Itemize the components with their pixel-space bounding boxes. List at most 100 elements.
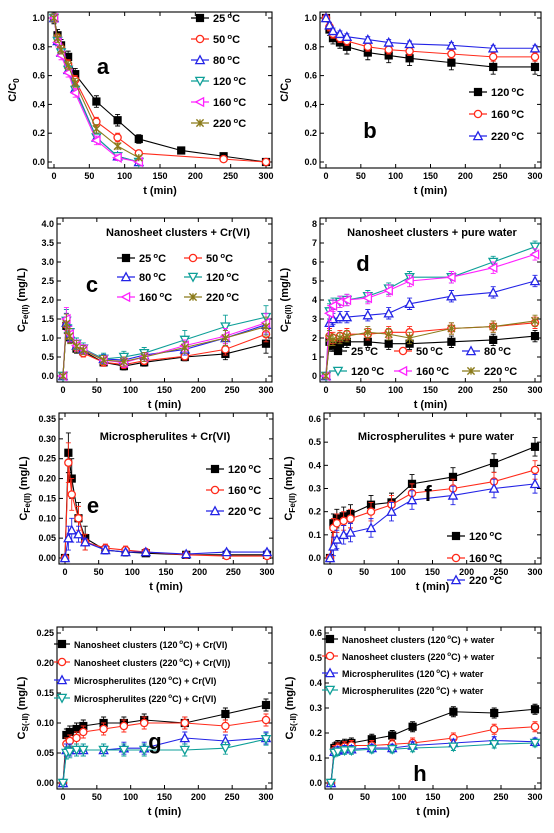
legend-label: 160 oC — [469, 551, 502, 565]
x-tick-label: 150 — [157, 385, 172, 395]
legend: 25 oC 50 oC 80 oC 120 oC 160 oC 220 oC — [191, 11, 246, 130]
data-point — [71, 745, 82, 756]
x-tick-label: 50 — [92, 385, 102, 395]
data-point — [383, 307, 394, 318]
y-tick-label: 0.0 — [309, 778, 322, 788]
legend-label: 160 oC — [416, 364, 449, 378]
legend-label: Microspherulites (220 oC) + Cr(VI) — [74, 693, 216, 704]
x-tick-label: 300 — [527, 792, 542, 802]
data-point — [332, 519, 342, 528]
y-tick-label: 0.20 — [38, 474, 56, 484]
series-2 — [324, 474, 541, 563]
data-point — [530, 52, 540, 62]
x-tick-label: 300 — [527, 171, 542, 181]
legend: 25 oC 50 oC 80 oC 120 oC 160 oC 220 oC — [117, 251, 239, 304]
data-point — [384, 330, 393, 339]
data-point — [447, 337, 456, 346]
panel-h: 0 50 100 150 200 250 300 0.0 0.1 0.2 0.3 0.4 0.5 0.6 t… — [309, 626, 543, 818]
legend-marker — [187, 272, 199, 283]
y-axis-label: CS(-II) (mg/L) — [16, 676, 30, 739]
data-point — [62, 319, 71, 328]
legend-marker — [473, 109, 483, 119]
data-point — [530, 722, 540, 732]
x-tick-label: 150 — [425, 567, 440, 577]
series-line — [62, 323, 267, 377]
x-axis-label: t (min) — [143, 185, 177, 197]
data-point — [59, 552, 71, 563]
data-point — [79, 536, 91, 547]
y-axis-label: CFe(II) (mg/L) — [279, 268, 293, 333]
data-point — [384, 339, 393, 348]
data-point — [113, 133, 122, 142]
x-tick-label: 200 — [459, 792, 474, 802]
data-point — [530, 442, 540, 451]
y-tick-label: 0.00 — [38, 553, 56, 563]
data-point — [328, 540, 339, 551]
series-0 — [58, 317, 271, 381]
data-point — [324, 19, 335, 30]
data-point — [530, 316, 540, 325]
y-tick-label: 0.6 — [304, 71, 317, 81]
data-point — [490, 708, 499, 718]
data-point — [487, 286, 499, 297]
series-line — [330, 708, 536, 784]
panel-g: 0 50 100 150 200 250 300 0.00 0.05 0.10 0.15 0.20 0.… — [36, 626, 274, 818]
panel-d: 0 50 100 150 200 250 300 0 1 2 3 4 5 6 7 8 t (min) 25 oC 5… — [312, 217, 543, 411]
data-point — [219, 154, 228, 164]
data-point — [386, 506, 397, 516]
data-point — [448, 742, 459, 753]
y-tick-label: 0.10 — [36, 718, 54, 728]
y-tick-label: 0.4 — [32, 99, 45, 109]
data-point — [321, 371, 331, 381]
data-point — [487, 42, 499, 53]
legend-marker — [194, 96, 205, 108]
panel-letter: h — [413, 761, 426, 786]
y-axis-label: CFe(II) (mg/L) — [18, 456, 32, 521]
x-tick-label: 250 — [493, 792, 508, 802]
x-axis-label: t (min) — [416, 581, 450, 593]
panel-title: Microspherulites + pure water — [358, 431, 515, 443]
data-point — [179, 732, 191, 743]
x-tick-label: 300 — [258, 792, 273, 802]
y-tick-label: 0.05 — [36, 748, 54, 758]
y-tick-label: 0.6 — [309, 628, 322, 638]
legend-label: 50 oC — [206, 251, 233, 265]
y-axis-label: CFe(II) (mg/L) — [283, 456, 297, 521]
x-tick-label: 200 — [458, 385, 473, 395]
x-tick-label: 300 — [527, 567, 542, 577]
x-tick-label: 200 — [191, 792, 206, 802]
legend-marker — [451, 531, 461, 541]
y-tick-label: 2 — [312, 333, 317, 343]
x-tick-label: 150 — [423, 171, 438, 181]
x-axis-label: t (min) — [148, 806, 182, 818]
series-4 — [57, 307, 271, 382]
data-point — [335, 333, 345, 343]
series-line — [62, 704, 267, 784]
y-tick-label: 1.0 — [41, 333, 54, 343]
x-tick-label: 50 — [356, 385, 366, 395]
legend-marker — [188, 253, 198, 263]
data-point — [113, 142, 122, 151]
data-point — [221, 721, 230, 731]
data-point — [113, 116, 122, 125]
data-point — [221, 345, 230, 354]
legend-label: 120 oC — [228, 462, 261, 476]
data-point — [221, 333, 230, 343]
y-tick-label: 4.0 — [41, 219, 54, 229]
y-tick-label: 1.0 — [304, 13, 317, 23]
y-tick-label: 0.5 — [308, 437, 321, 447]
series-line — [62, 738, 267, 784]
data-point — [366, 745, 378, 755]
x-tick-label: 0 — [60, 385, 65, 395]
legend-marker — [398, 346, 408, 356]
data-point — [98, 745, 109, 756]
series-2 — [59, 517, 273, 563]
series-2 — [320, 12, 541, 53]
legend-label: 80 oC — [139, 270, 166, 284]
data-point — [339, 746, 350, 757]
series-1 — [58, 316, 271, 381]
data-point — [261, 157, 271, 167]
legend-label: Microspherulites (220 oC) + water — [342, 685, 484, 696]
data-point — [332, 747, 344, 758]
data-point — [445, 271, 456, 283]
